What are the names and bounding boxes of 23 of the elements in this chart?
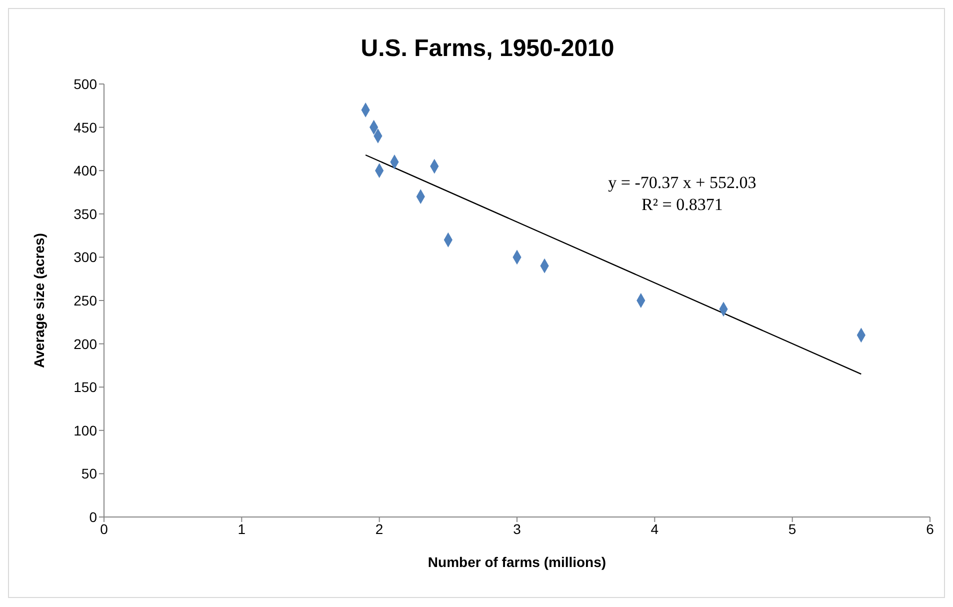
y-tick-label: 50 <box>81 466 98 482</box>
x-tick-label: 1 <box>238 520 246 537</box>
y-tick-label: 450 <box>74 119 98 136</box>
y-tick-label: 0 <box>89 508 98 525</box>
y-tick-label: 350 <box>74 206 98 222</box>
x-tick-label: 3 <box>513 520 522 537</box>
x-tick-label: 0 <box>100 520 108 537</box>
annotation: R² = 0.8371 <box>642 194 723 214</box>
x-tick-label: 4 <box>650 520 659 537</box>
x-tick-label: 2 <box>375 520 384 537</box>
y-tick-label: 500 <box>74 76 98 92</box>
y-tick-label: 250 <box>74 292 98 308</box>
y-tick-label: 150 <box>74 379 98 396</box>
chart-title: U.S. Farms, 1950-2010 <box>360 35 614 62</box>
y-tick-label: 300 <box>74 249 98 266</box>
x-tick-label: 5 <box>788 520 796 537</box>
x-axis-title: Number of farms (millions) <box>428 554 606 570</box>
y-tick-label: 200 <box>74 336 98 352</box>
y-tick-label: 100 <box>74 422 98 438</box>
annotation: y = -70.37 x + 552.03 <box>608 172 756 192</box>
y-tick-label: 400 <box>74 162 98 179</box>
x-tick-label: 6 <box>926 520 934 537</box>
y-axis-title: Average size (acres) <box>30 233 47 368</box>
